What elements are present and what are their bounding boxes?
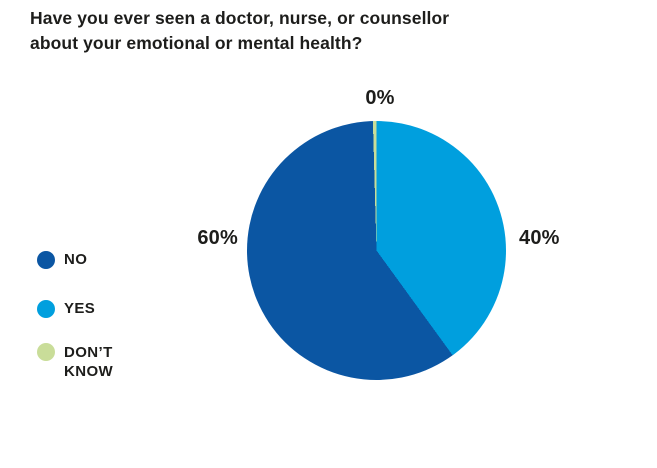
legend-label-dont-know: DON’T KNOW <box>64 344 114 380</box>
legend-swatch-yes-icon <box>37 299 55 318</box>
value-label-dont-know: 0% <box>365 87 395 109</box>
legend-label-no: NO <box>64 251 88 268</box>
chart-title-line1: Have you ever seen a doctor, nurse, or c… <box>30 8 450 28</box>
chart-title-line2: about your emotional or mental health? <box>30 33 363 53</box>
legend-swatch-no-icon <box>37 250 55 269</box>
legend-item-dont-know: DON’T KNOW <box>37 343 120 381</box>
value-label-no: 60% <box>197 227 238 249</box>
chart-title: Have you ever seen a doctor, nurse, or c… <box>30 6 449 56</box>
value-label-yes: 40% <box>519 227 560 249</box>
legend-label-yes: YES <box>64 300 96 317</box>
legend: NO YES DON’T KNOW <box>37 250 120 381</box>
legend-item-no: NO <box>37 250 120 269</box>
legend-item-yes: YES <box>37 299 120 318</box>
pie-chart <box>247 121 506 380</box>
legend-swatch-dont-know-icon <box>37 343 55 361</box>
